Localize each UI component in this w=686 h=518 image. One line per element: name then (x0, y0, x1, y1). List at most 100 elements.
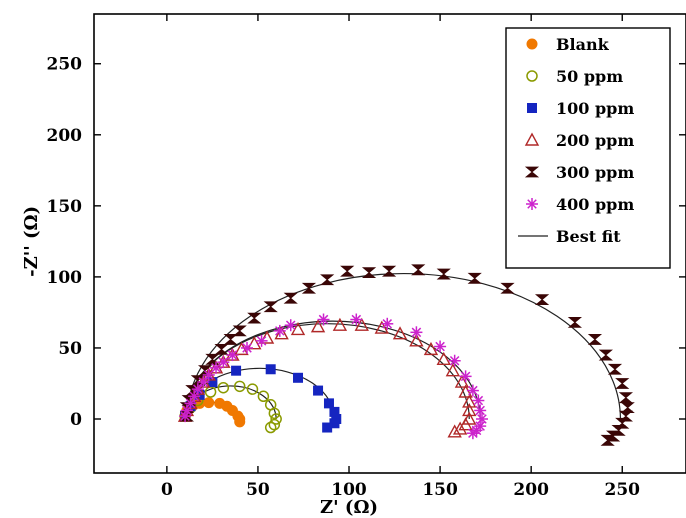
legend-label: 300 ppm (556, 163, 634, 182)
data-point (462, 403, 477, 417)
data-point (184, 397, 197, 410)
legend-marker (526, 38, 538, 50)
data-point (263, 301, 278, 313)
data-point (197, 376, 210, 389)
data-point (500, 282, 515, 294)
legend: Blank 50 ppm 100 ppm 200 ppm 300 ppm 400 ppm B… (505, 27, 671, 269)
legend-entry: Blank (526, 35, 610, 54)
data-point (466, 384, 479, 397)
data-point (600, 434, 615, 446)
data-point (283, 292, 298, 304)
y-tick-label: 0 (70, 410, 82, 430)
x-tick-label: 250 (604, 480, 640, 500)
data-point (268, 418, 281, 431)
legend-entry: 100 ppm (527, 99, 634, 118)
data-point (434, 340, 447, 353)
data-point (447, 424, 462, 438)
series-200-ppm (177, 317, 477, 438)
legend-marker (527, 103, 537, 113)
data-point (534, 294, 550, 306)
legend-label: Best fit (556, 227, 621, 246)
data-point (270, 413, 282, 425)
data-point (284, 319, 297, 332)
data-point (329, 406, 340, 417)
y-tick-label: 250 (47, 55, 83, 75)
data-point (310, 319, 326, 333)
data-point (466, 427, 479, 440)
data-point (462, 394, 477, 408)
data-point (448, 354, 461, 367)
data-point (458, 417, 473, 431)
y-tick-label: 100 (47, 268, 83, 288)
legend-label: 50 ppm (556, 67, 623, 86)
data-point (226, 349, 239, 362)
data-point (458, 384, 473, 398)
legend-label: 200 ppm (556, 131, 634, 150)
legend-entry: Best fit (518, 227, 621, 246)
data-point (246, 383, 259, 395)
data-point (381, 265, 397, 277)
legend-marker (526, 198, 538, 210)
legend-marker (524, 132, 540, 146)
best-fit-curve (186, 272, 622, 420)
data-point (340, 265, 355, 277)
data-point (361, 267, 377, 279)
data-point (472, 394, 485, 407)
data-points (177, 264, 635, 446)
data-point (615, 378, 630, 389)
x-tick-label: 0 (161, 480, 173, 500)
data-point (223, 334, 238, 345)
data-point (264, 421, 277, 434)
data-point (214, 343, 229, 355)
data-point (317, 313, 330, 326)
x-tick-label: 200 (513, 480, 549, 500)
data-point (322, 422, 333, 433)
data-point (567, 316, 582, 328)
x-tick-label: 50 (246, 480, 270, 500)
data-point (459, 370, 472, 383)
data-point (233, 380, 246, 393)
data-point (210, 361, 223, 374)
data-point (587, 334, 603, 345)
data-point (273, 324, 286, 337)
data-point (452, 421, 468, 435)
data-point (247, 312, 262, 324)
data-point (247, 336, 262, 350)
legend-box (505, 27, 671, 269)
data-point (354, 317, 369, 331)
data-point (381, 317, 394, 330)
legend-label: 100 ppm (556, 99, 634, 118)
data-point (410, 326, 423, 339)
data-point (392, 326, 408, 340)
data-point (436, 351, 451, 366)
legend-marker (526, 70, 538, 82)
legend-entry: 400 ppm (526, 195, 634, 214)
data-point (257, 390, 270, 403)
y-axis-title: -Z'' (Ω) (21, 206, 42, 277)
data-point (409, 333, 424, 347)
axis-ticks: 0 50 100 150 200 250 0 50 100 150 200 250 (47, 14, 686, 500)
x-axis-title: Z' (Ω) (320, 497, 378, 518)
data-point (232, 325, 247, 337)
data-point (445, 363, 461, 377)
data-point (268, 407, 281, 420)
data-point (217, 356, 230, 369)
data-point (475, 413, 488, 425)
data-point (205, 353, 220, 365)
data-point (474, 404, 487, 417)
legend-marker (524, 166, 540, 178)
data-point (204, 386, 217, 398)
data-point (332, 317, 348, 331)
legend-label: Blank (556, 35, 610, 54)
data-point (329, 418, 340, 429)
data-point (301, 282, 317, 294)
data-point (313, 385, 324, 396)
data-point (217, 381, 230, 394)
data-point (320, 274, 335, 286)
data-point (241, 341, 254, 354)
plot-area (93, 13, 686, 474)
data-point (436, 268, 451, 280)
data-point (607, 363, 623, 375)
data-point (234, 416, 246, 428)
